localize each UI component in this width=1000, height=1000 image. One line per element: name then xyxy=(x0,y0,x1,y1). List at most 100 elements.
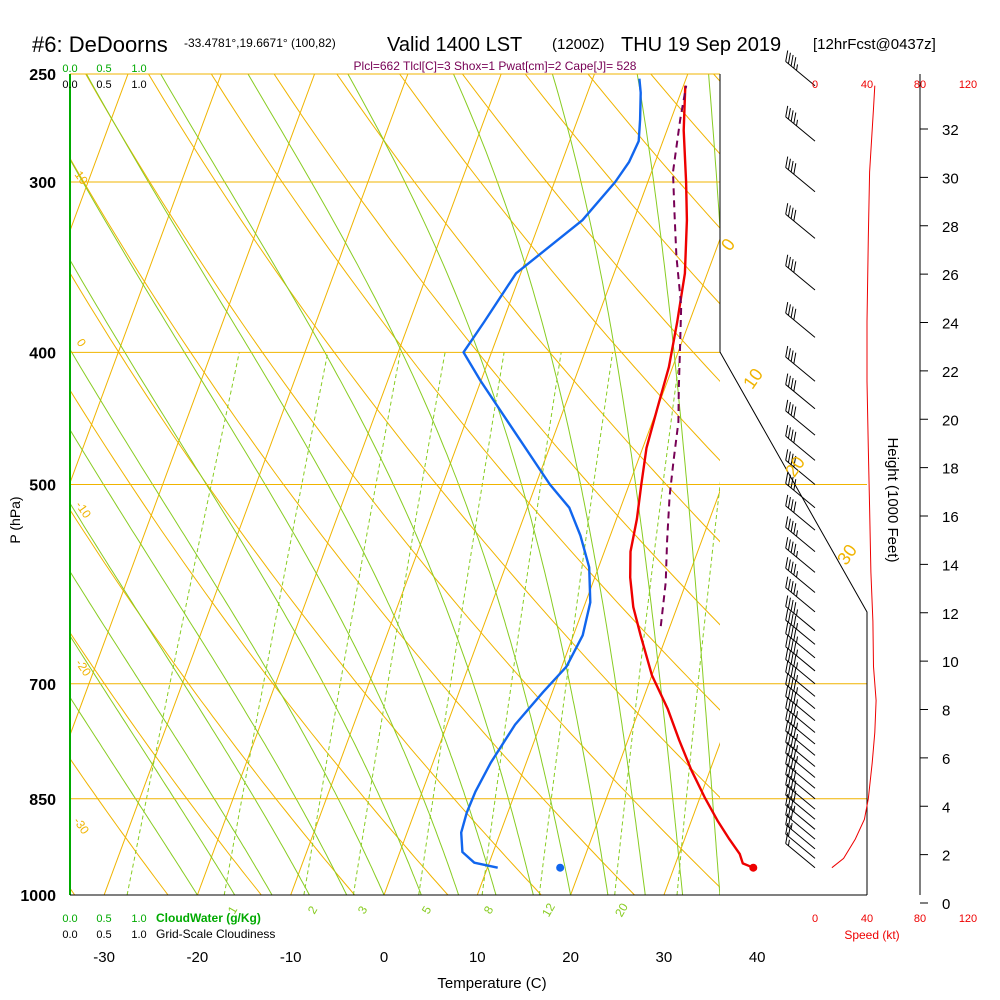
speed-tick-top: 80 xyxy=(914,79,926,91)
x-tick-label: 30 xyxy=(656,949,673,966)
mixing-ratio-line xyxy=(352,352,446,895)
wind-barb-flag xyxy=(785,697,789,709)
wind-barb-half-flag xyxy=(796,551,799,558)
wind-barb-shaft xyxy=(785,794,816,820)
wind-barb-shaft xyxy=(785,619,816,645)
wind-barb-flag xyxy=(790,652,794,665)
moist-adiabat-line xyxy=(70,570,273,895)
forecast-date: THU 19 Sep 2019 xyxy=(621,34,781,56)
wind-barb-flag xyxy=(793,112,797,124)
wind-barb-flag xyxy=(793,726,797,738)
wind-barb-shaft xyxy=(785,730,816,756)
isotherm-line xyxy=(570,489,720,895)
left-isotherm-label: 10 xyxy=(72,168,91,187)
height-tick-label: 12 xyxy=(942,606,959,623)
wind-barb-flag xyxy=(790,599,794,612)
wind-barb-shaft xyxy=(785,774,816,800)
wind-barb-flag xyxy=(793,479,797,491)
moist-adiabat-line xyxy=(86,74,497,895)
x-tick-label: -10 xyxy=(280,949,302,966)
moist-adiabat-line xyxy=(70,348,385,895)
wind-barb-half-flag xyxy=(796,674,799,682)
x-tick-label: 20 xyxy=(562,949,579,966)
wind-barb-flag xyxy=(785,399,789,411)
wind-barb-flag xyxy=(787,559,791,571)
wind-barb-flag xyxy=(787,663,791,675)
wind-barb-flag xyxy=(785,661,789,673)
wind-barb-half-flag xyxy=(796,530,799,537)
wind-barbs xyxy=(785,50,816,869)
wind-barb-flag xyxy=(790,520,794,532)
dry-adiabat-line xyxy=(273,74,720,626)
axes-labels: -30 -20 -10 0 10 20 30 402503004005007008501000… xyxy=(20,67,977,966)
wind-barb-shaft xyxy=(785,410,816,436)
wind-barb-shaft xyxy=(785,633,816,659)
dry-adiabat-line xyxy=(70,157,635,895)
wind-barb-shaft xyxy=(785,265,816,291)
speed-tick-bottom: 40 xyxy=(861,913,873,925)
wind-barb-flag xyxy=(793,655,797,667)
height-axis-title: Height (1000 Feet) xyxy=(884,437,901,562)
wind-barb-flag xyxy=(793,629,797,641)
wind-barb-shaft xyxy=(785,646,816,672)
wind-barb-flag xyxy=(793,543,797,555)
wind-barb-flag xyxy=(785,494,789,506)
wind-barb-flag xyxy=(787,710,791,723)
isotherm-line xyxy=(851,74,1000,895)
wind-barb-flag xyxy=(790,453,794,465)
dry-adiabat-line xyxy=(965,74,1000,895)
wind-barb-shaft xyxy=(785,167,816,193)
surface-dewpoint-marker xyxy=(556,863,565,872)
wind-barb-flag xyxy=(793,406,797,418)
wind-barb-shaft xyxy=(785,505,816,531)
height-tick-label: 30 xyxy=(942,170,959,187)
dry-adiabat-line xyxy=(210,74,720,711)
wind-barb-flag xyxy=(787,108,791,120)
wind-barb-flag xyxy=(790,613,794,625)
plot-frame xyxy=(69,74,921,896)
wind-barb-flag xyxy=(790,429,794,441)
left-isotherm-label: -30 xyxy=(71,815,93,838)
cloudiness-tick-bottom: 0.5 xyxy=(96,929,111,941)
wind-barb-half-flag xyxy=(796,687,799,694)
dry-adiabat-line xyxy=(70,757,169,895)
wind-barb-flag xyxy=(793,703,797,716)
moist-adiabat-line xyxy=(70,428,348,895)
wind-barb-flag xyxy=(793,615,797,627)
moist-adiabat-line xyxy=(70,634,236,895)
isotherm-line xyxy=(70,74,129,233)
wind-barb-flag xyxy=(785,720,789,732)
wind-barb-flag xyxy=(790,259,794,271)
height-tick-label: 18 xyxy=(942,461,959,478)
wind-barb-flag xyxy=(787,375,791,387)
wind-barb-flag xyxy=(790,499,794,511)
right-boundary-line xyxy=(719,74,868,895)
mixing-ratio-label: 8 xyxy=(481,903,497,916)
wind-barb-flag xyxy=(785,449,789,461)
x-axis-title: Temperature (C) xyxy=(437,975,546,992)
dry-adiabat-line xyxy=(70,272,542,895)
mixing-ratio-label: 2 xyxy=(305,903,321,916)
wind-barb-flag xyxy=(787,256,791,269)
cloudwater-tick-top: 0.5 xyxy=(96,63,111,75)
wind-barb-flag xyxy=(787,578,791,590)
y-axis-title: P (hPa) xyxy=(7,496,23,543)
wind-barb-flag xyxy=(785,595,789,607)
wind-barb-flag xyxy=(785,425,789,437)
wind-barb-flag xyxy=(785,648,789,660)
speed-tick-bottom: 120 xyxy=(959,913,977,925)
mixing-ratio-label: 12 xyxy=(539,900,558,919)
moist-adiabat-line xyxy=(160,74,534,895)
wind-barb-half-flag xyxy=(790,822,793,830)
wind-barb-flag xyxy=(793,308,797,320)
pressure-tick-label: 250 xyxy=(29,67,56,84)
x-tick-label: -20 xyxy=(187,949,209,966)
wind-barb-flag xyxy=(787,650,791,662)
wind-barb-shaft xyxy=(785,752,816,778)
wind-barb-shaft xyxy=(785,659,816,685)
forecast-info: [12hrFcst@0437z] xyxy=(813,36,936,53)
cloudwater-tick-bottom: 0.5 xyxy=(96,913,111,925)
wind-barb-flag xyxy=(793,602,797,614)
wind-barb-flag xyxy=(793,352,797,364)
